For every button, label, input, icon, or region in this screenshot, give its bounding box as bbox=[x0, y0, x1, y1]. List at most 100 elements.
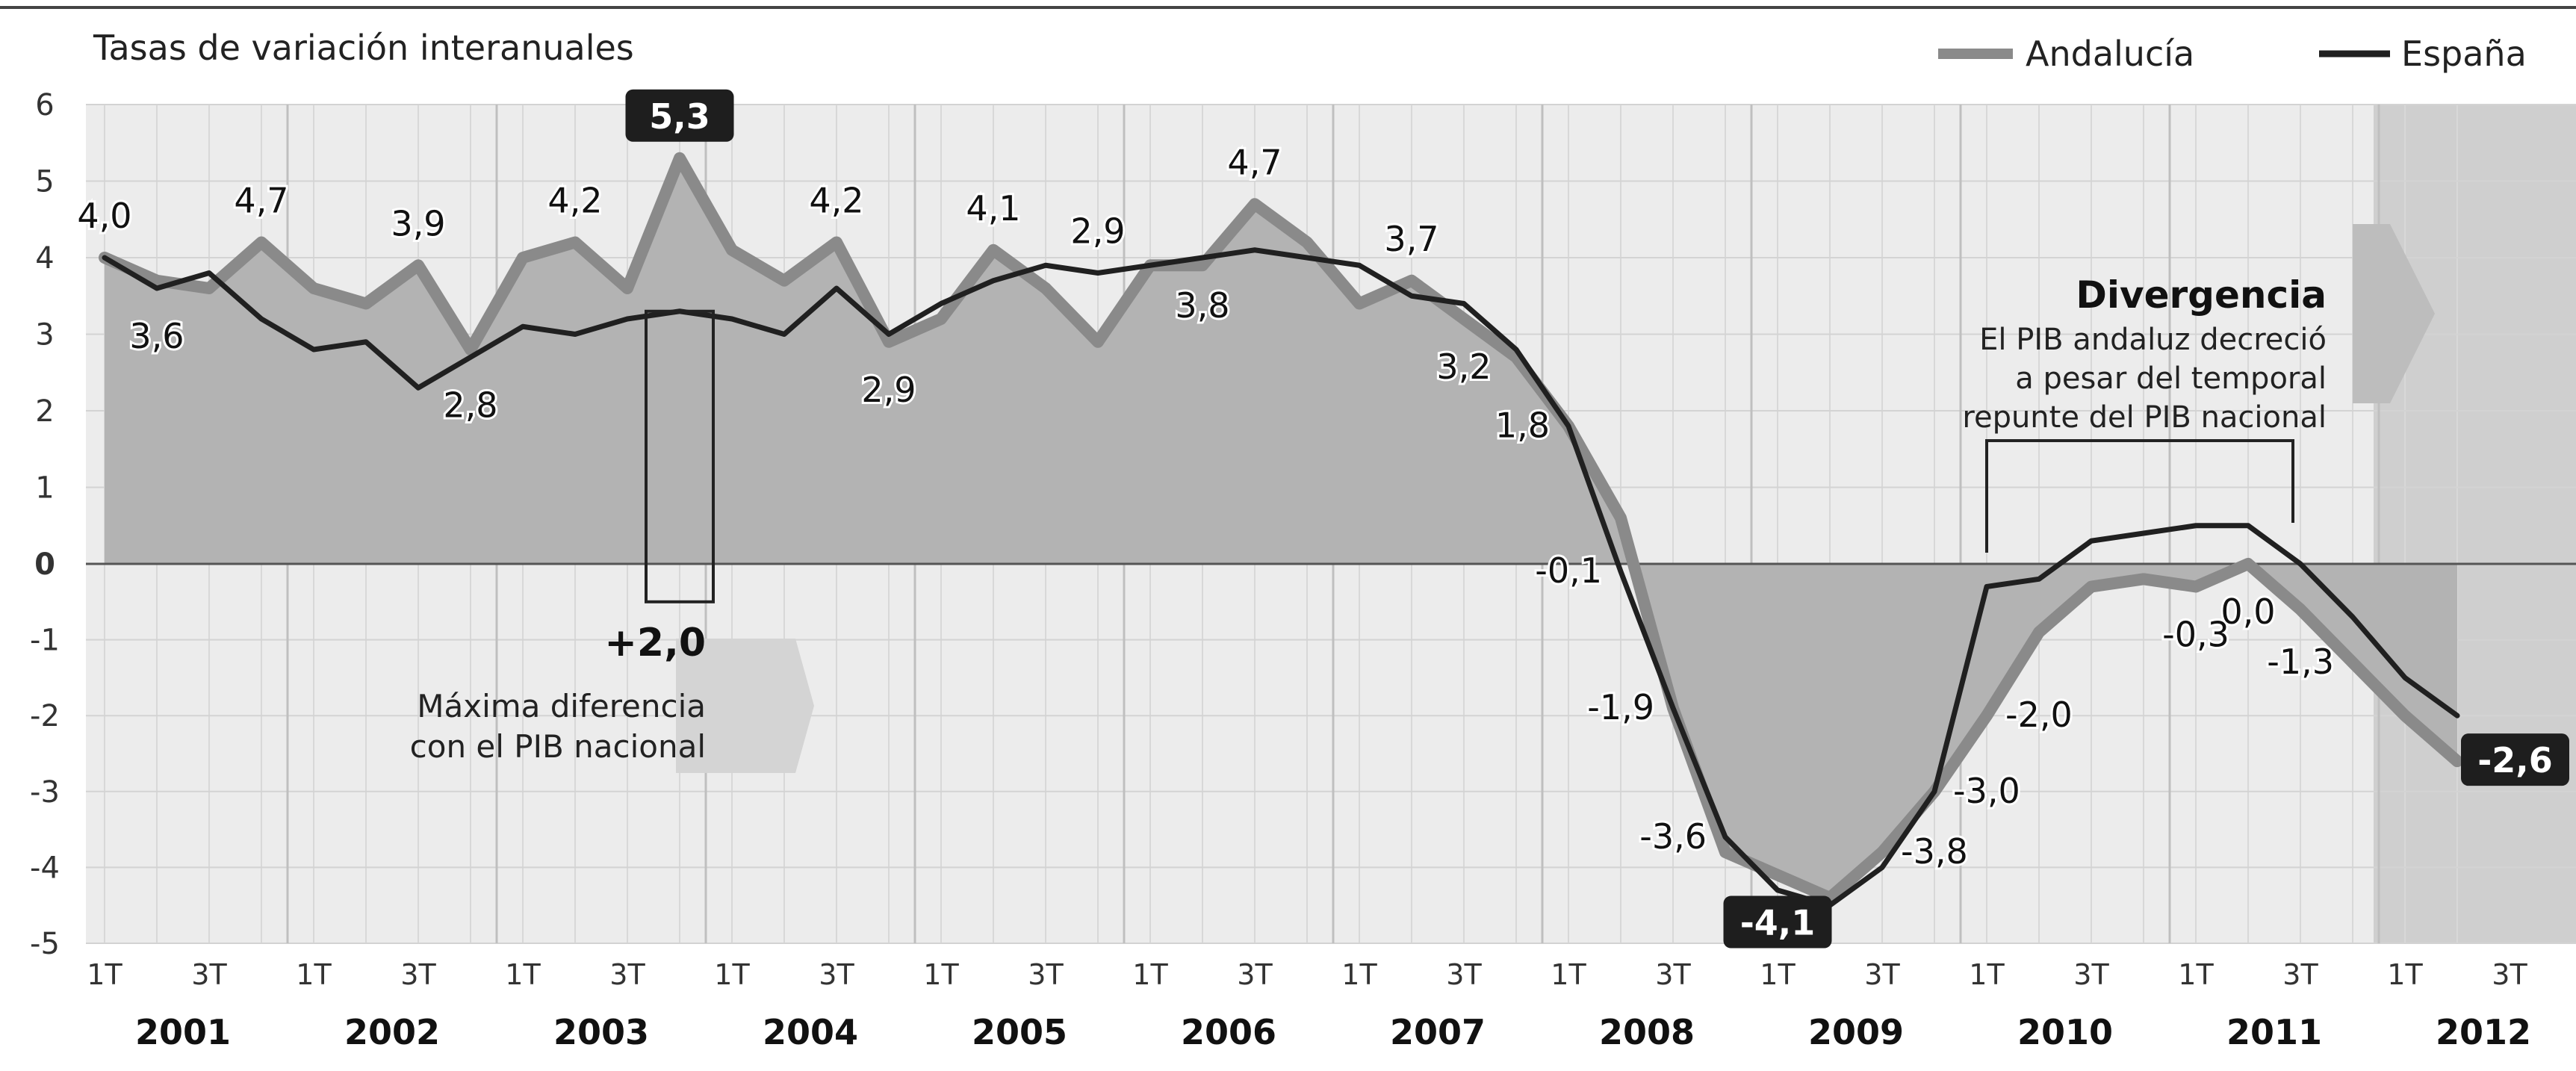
y-tick-label: 0 bbox=[34, 547, 55, 582]
x-tick-label: 1T bbox=[1760, 958, 1796, 991]
legend: Andalucía España bbox=[1938, 34, 2527, 74]
max-difference-line2: con el PIB nacional bbox=[410, 728, 706, 765]
data-label: 0,0 bbox=[2220, 592, 2275, 632]
max-difference-annotation: +2,0 Máxima diferencia con el PIB nacion… bbox=[410, 309, 814, 773]
data-label: 3,6 bbox=[129, 316, 184, 356]
x-year-label: 2001 bbox=[135, 1012, 231, 1052]
x-tick-label: 1T bbox=[296, 958, 332, 991]
y-tick-label: 6 bbox=[35, 88, 54, 122]
data-label: -0,1 bbox=[1535, 550, 1602, 591]
x-tick-label: 1T bbox=[2387, 958, 2423, 991]
max-difference-line1: Máxima diferencia bbox=[417, 688, 706, 724]
data-label: -2,0 bbox=[2005, 695, 2073, 735]
data-label: 3,2 bbox=[1436, 347, 1491, 387]
x-year-label: 2010 bbox=[2017, 1012, 2113, 1052]
x-tick-label: 1T bbox=[1969, 958, 2005, 991]
andalucia-line bbox=[99, 152, 2463, 904]
x-year-label: 2012 bbox=[2436, 1012, 2531, 1052]
x-year-label: 2004 bbox=[763, 1012, 858, 1052]
data-labels: 4,0 3,6 4,7 3,9 2,8 4,2 5,3 4,2 2,9 4,1 2,9 3,8 4,7 3… bbox=[75, 89, 2569, 949]
divergence-title: Divergencia bbox=[2076, 273, 2327, 317]
y-tick-label: 4 bbox=[35, 241, 54, 276]
data-label: -4,1 bbox=[1740, 903, 1816, 943]
x-tick-label: 3T bbox=[1028, 958, 1064, 991]
max-difference-arrow bbox=[676, 639, 814, 773]
forecast-band bbox=[2374, 105, 2576, 943]
x-year-label: 2005 bbox=[972, 1012, 1067, 1052]
data-label: -3,6 bbox=[1639, 816, 1707, 857]
data-label: 4,7 bbox=[1227, 142, 1282, 182]
data-label: 3,7 bbox=[1384, 219, 1438, 259]
max-difference-value: +2,0 bbox=[604, 621, 706, 665]
max-difference-bracket bbox=[645, 309, 715, 603]
x-year-label: 2003 bbox=[553, 1012, 649, 1052]
y-tick-label: 1 bbox=[35, 471, 54, 506]
x-tick-label: 3T bbox=[1446, 958, 1482, 991]
divergence-line1: El PIB andaluz decreció bbox=[1979, 323, 2327, 357]
y-tick-label: -3 bbox=[30, 775, 60, 810]
divergence-line3: repunte del PIB nacional bbox=[1962, 400, 2327, 435]
x-tick-label: 3T bbox=[819, 958, 854, 991]
data-label: -2,6 bbox=[2477, 740, 2553, 780]
divergence-arrow bbox=[2353, 224, 2435, 403]
data-label: 4,0 bbox=[77, 196, 131, 236]
x-tick-label: 3T bbox=[2073, 958, 2109, 991]
y-tick-label: -1 bbox=[30, 624, 60, 658]
x-tick-label: 1T bbox=[714, 958, 750, 991]
data-label: 5,3 bbox=[649, 96, 710, 137]
data-label: 3,8 bbox=[1175, 285, 1229, 326]
y-tick-label: -4 bbox=[30, 851, 60, 885]
data-label: -1,9 bbox=[1587, 687, 1654, 727]
x-year-label: 2006 bbox=[1181, 1012, 1276, 1052]
data-label: 4,2 bbox=[547, 181, 602, 221]
data-label: -0,3 bbox=[2162, 614, 2229, 654]
x-year-label: 2011 bbox=[2226, 1012, 2322, 1052]
data-label: 2,9 bbox=[861, 370, 916, 410]
y-tick-label: -5 bbox=[30, 927, 60, 961]
x-tick-label: 3T bbox=[191, 958, 227, 991]
x-year-label: 2007 bbox=[1390, 1012, 1486, 1052]
x-tick-label: 3T bbox=[2282, 958, 2318, 991]
divergence-line2: a pesar del temporal bbox=[2015, 361, 2327, 396]
x-tick-label: 1T bbox=[87, 958, 122, 991]
x-tick-label: 1T bbox=[1551, 958, 1586, 991]
data-label: 4,7 bbox=[234, 181, 288, 221]
data-label: 2,8 bbox=[443, 385, 497, 425]
data-label-box bbox=[625, 89, 734, 142]
data-label: -1,3 bbox=[2267, 642, 2334, 682]
espana-line bbox=[102, 247, 2460, 908]
x-year-label: 2002 bbox=[344, 1012, 440, 1052]
x-tick-label: 1T bbox=[1132, 958, 1168, 991]
data-label-box bbox=[1723, 895, 1832, 949]
y-tick-label: 3 bbox=[35, 318, 54, 353]
area-layer bbox=[105, 158, 2457, 898]
data-label: -3,0 bbox=[1953, 771, 2020, 811]
data-label: 2,9 bbox=[1070, 211, 1125, 252]
andalucia-area bbox=[105, 158, 2457, 898]
data-label: 4,1 bbox=[966, 188, 1020, 229]
x-tick-label: 3T bbox=[400, 958, 436, 991]
x-tick-label: 3T bbox=[609, 958, 645, 991]
x-tick-label: 1T bbox=[2178, 958, 2214, 991]
x-tick-label: 1T bbox=[923, 958, 959, 991]
y-tick-label: -2 bbox=[30, 699, 60, 733]
x-tick-label: 3T bbox=[1655, 958, 1691, 991]
data-label: 4,2 bbox=[809, 181, 863, 221]
legend-label-espana: España bbox=[2401, 34, 2527, 74]
x-tick-label: 3T bbox=[1237, 958, 1273, 991]
divergence-bracket bbox=[1985, 439, 2294, 553]
x-axis: 1T 3T 2001 1T 3T 2002 1T 3T 2003 1T 3T 2004 1T 3T 2005… bbox=[87, 958, 2531, 1052]
divergence-annotation: Divergencia El PIB andaluz decreció a pe… bbox=[1962, 224, 2435, 553]
x-year-label: 2008 bbox=[1599, 1012, 1695, 1052]
data-label-box bbox=[2461, 733, 2569, 786]
legend-label-andalucia: Andalucía bbox=[2026, 34, 2194, 74]
data-label: 3,9 bbox=[391, 203, 445, 243]
y-tick-label: 2 bbox=[35, 394, 54, 429]
data-label: 1,8 bbox=[1495, 406, 1550, 446]
y-axis: 6 5 4 3 2 1 0 -1 -2 -3 -4 -5 bbox=[30, 88, 60, 961]
x-tick-label: 3T bbox=[1864, 958, 1900, 991]
data-label: -3,8 bbox=[1901, 831, 1968, 872]
chart-title: Tasas de variación interanuales bbox=[93, 28, 634, 68]
x-tick-label: 3T bbox=[2492, 958, 2527, 991]
